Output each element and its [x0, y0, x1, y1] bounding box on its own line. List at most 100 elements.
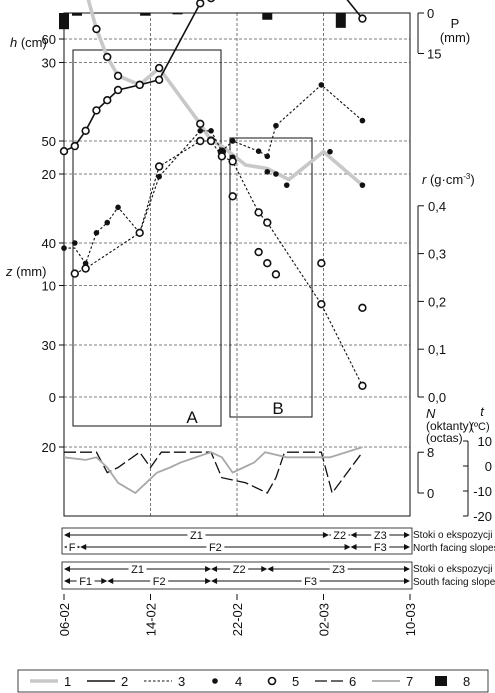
strip-south-period-label: Z3 [332, 564, 345, 576]
precip-bar [59, 13, 69, 30]
series-2-line [63, 0, 364, 152]
series-4-point [197, 128, 204, 134]
t-tick-label: -10 [473, 484, 492, 499]
series-4-point [115, 204, 121, 211]
strip-south-period-label: Z1 [131, 564, 144, 576]
series-5-point [135, 228, 144, 238]
box-a-label: A [186, 408, 198, 427]
strip-south-period-arrowhead-left [211, 566, 218, 572]
series-5-snow-point [263, 259, 272, 268]
strip-south-period-label-bg [128, 563, 147, 575]
series-5-point [103, 95, 112, 105]
series-4-snow-point [327, 148, 333, 155]
series-5-point [81, 126, 90, 136]
strip-south-phase-label-bg [76, 575, 95, 587]
legend-label-4: 4 [235, 674, 242, 689]
series-7-temperature-line [63, 446, 363, 495]
strip-north-caption-pl: Stoki o ekspozycji N [413, 530, 495, 541]
date-tick-label: 06-02 [57, 603, 72, 636]
series-5-snow-point [317, 259, 326, 268]
h-tick-label: 10 [42, 279, 56, 294]
z-axis-symbol: z [5, 264, 13, 279]
legend: 1 2 3 4 5 6 7 8 [17, 669, 489, 693]
strip-north-phase-arrowhead-left [350, 544, 357, 550]
series-5-point [81, 264, 90, 273]
legend-label-7: 7 [406, 674, 413, 689]
series-3-line [64, 84, 363, 265]
n-axis-label-line: (oktanty) [426, 419, 473, 433]
series-5-snow-point [254, 247, 263, 257]
series-5-snow-point [154, 63, 164, 73]
t-axis-symbol: t [480, 404, 485, 419]
series-5-point [154, 75, 164, 85]
t-tick-label: 0 [485, 459, 492, 474]
legend-symbol-4 [212, 678, 218, 684]
legend-frame [17, 669, 489, 693]
series-4-point [72, 240, 78, 246]
strip-north-period-label: Z1 [190, 530, 203, 542]
strip-south-period-label-bg [230, 563, 249, 575]
series-5-snow-point [196, 119, 205, 129]
strip-north-period-label: Z2 [333, 530, 346, 542]
series-5-point [263, 218, 272, 227]
series-4-point [229, 138, 236, 144]
strip-south-period-arrowhead-left [64, 566, 70, 572]
precipitation-bars [59, 13, 346, 30]
strip-south-caption-pl: Stoki o ekspozycji S [413, 564, 495, 575]
series-5-snow-point [228, 192, 237, 201]
strip-south-phase-arrowhead-right [101, 578, 108, 584]
legend-symbol-8 [435, 676, 447, 686]
strip-south-period-arrowhead-right [261, 566, 268, 572]
data-series [59, 0, 367, 495]
r-tick-label: 0,4 [428, 199, 446, 214]
legend-label-5: 5 [292, 674, 299, 689]
precip-bar [71, 13, 82, 16]
h-axis-symbol: h [10, 35, 17, 50]
n-axis-label-line: (octas) [426, 431, 463, 445]
strip-south-period-label: Z2 [233, 564, 246, 576]
n-tick-label: 0 [427, 486, 434, 501]
series-4-snow-point [273, 171, 279, 177]
series-1-snow-depth-line [86, 0, 364, 187]
h-tick-label: 0 [49, 390, 56, 405]
strip-south-frame [61, 561, 413, 590]
legend-label-3: 3 [178, 674, 185, 689]
r-tick-label: 0,0 [428, 390, 446, 405]
legend-label-6: 6 [349, 674, 356, 689]
r-tick-label: 0,3 [428, 247, 446, 262]
r-axis-label: r (g·cm-3) [422, 172, 475, 187]
series-4-snow-point [283, 182, 290, 188]
series-6-cloudiness-line [64, 451, 363, 495]
p-tick-label: 15 [427, 47, 441, 62]
series-4-point [156, 173, 162, 180]
series-5-snow-point [271, 270, 281, 279]
t-tick-label: 10 [478, 434, 492, 449]
h-axis-label: h (cm) [10, 35, 47, 50]
series-5-snow-point [113, 71, 123, 81]
r-axis-symbol: r [422, 172, 427, 187]
series-5-point [254, 208, 263, 217]
date-axis: 06-02 14-02 22-02 02-03 10-03 [57, 594, 418, 636]
strip-north-period-arrowhead-left [64, 532, 70, 538]
p-tick-label: 0 [427, 6, 434, 21]
r-axis-bracket: ) [470, 172, 474, 187]
z-tick-label: 40 [42, 236, 56, 251]
series-5-snow-point [103, 52, 112, 62]
n-tick-label: 8 [427, 445, 434, 460]
legend-label-1: 1 [64, 674, 71, 689]
strip-north-period-label: Z3 [374, 530, 387, 542]
strip-south-phase-label: F1 [79, 576, 92, 588]
strip-south-period-arrowhead-right [205, 566, 212, 572]
series-5-point [70, 269, 80, 278]
strip-south-phase-label: F3 [304, 576, 317, 588]
series-5-point [228, 157, 237, 166]
r-tick-label: 0,2 [428, 294, 446, 309]
strip-north-phase-arrowhead-left [80, 544, 87, 550]
legend-label-2: 2 [121, 674, 128, 689]
z-axis-label: z (mm) [5, 264, 46, 279]
strip-north-frame [61, 527, 413, 555]
plot-frame [63, 12, 411, 517]
strip-south-phase-label: F2 [153, 576, 166, 588]
series-5-point [59, 147, 69, 156]
strip-north-period-arrowhead-right [404, 532, 410, 538]
